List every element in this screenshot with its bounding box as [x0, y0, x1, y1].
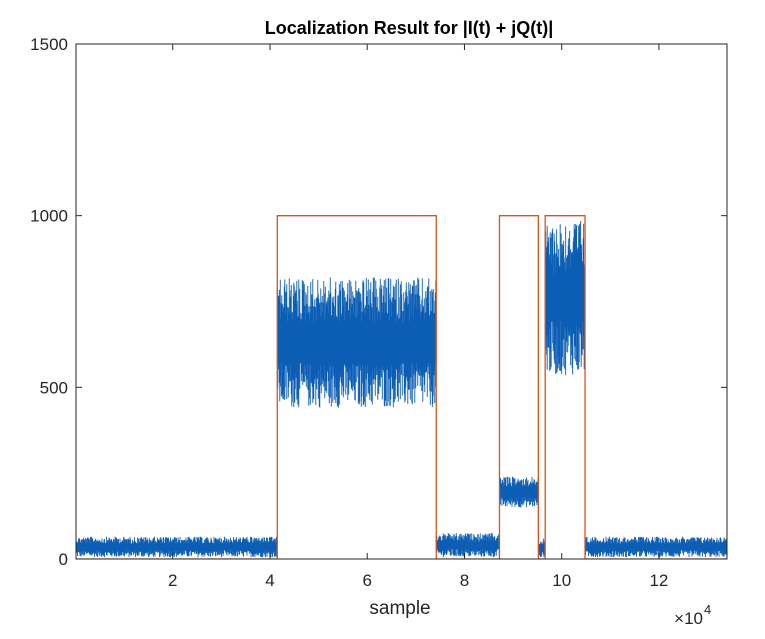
x-tick-label: 2 — [168, 571, 177, 590]
noise-segment — [499, 476, 539, 508]
x-tick-label: 4 — [265, 571, 274, 590]
step-line — [76, 215, 727, 559]
x-tick-label: 12 — [649, 571, 668, 590]
noise-segment — [76, 536, 278, 558]
x-axis-ticks: 2 4 6 8 10 12 — [168, 44, 668, 590]
plot-area — [76, 215, 727, 559]
y-tick-label: 500 — [40, 378, 68, 397]
localization-step-series — [76, 215, 727, 559]
x-tick-label: 6 — [362, 571, 371, 590]
x-axis-label: sample — [369, 598, 430, 619]
y-tick-label: 1000 — [30, 207, 68, 226]
x-exponent-power: 4 — [704, 602, 711, 617]
y-axis-ticks: 0 500 1000 1500 — [30, 35, 727, 569]
chart-title: Localization Result for |I(t) + jQ(t)| — [265, 18, 554, 38]
y-tick-label: 1500 — [30, 35, 68, 54]
noise-series — [76, 221, 727, 558]
x-tick-label: 10 — [552, 571, 571, 590]
y-tick-label: 0 — [59, 550, 68, 569]
axes-box — [75, 43, 728, 560]
x-tick-label: 8 — [460, 571, 469, 590]
x-exponent-label: ×10 — [674, 609, 703, 628]
